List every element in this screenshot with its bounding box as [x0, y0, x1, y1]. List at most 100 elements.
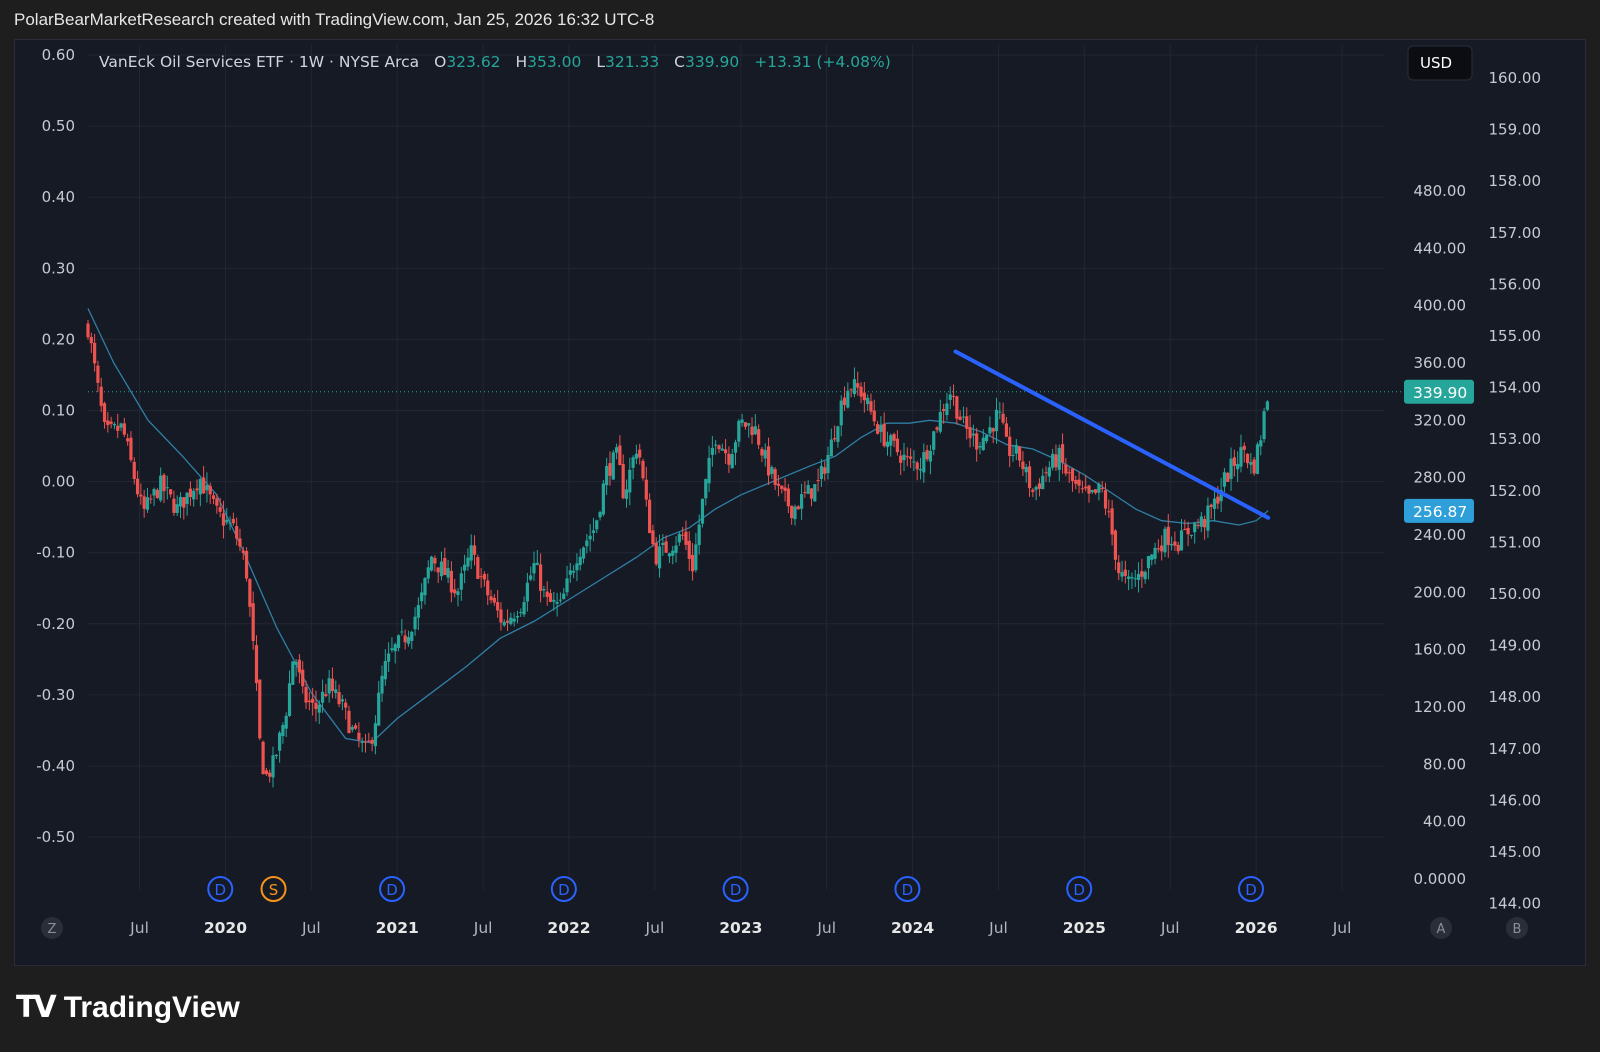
time-axis-tick: Jul	[1160, 919, 1180, 937]
candle-body	[624, 489, 629, 499]
candle-body	[912, 461, 916, 463]
candle-body	[89, 336, 93, 344]
candle-body	[813, 484, 817, 502]
svg-text:S: S	[269, 881, 279, 899]
candle-body	[439, 561, 444, 577]
dividend-event-marker[interactable]: D	[894, 876, 921, 902]
trendline-layer[interactable]	[953, 349, 1271, 520]
candle-body	[971, 433, 975, 436]
candle-body	[287, 683, 292, 716]
grid-lines	[88, 45, 1403, 890]
candle-body	[690, 554, 695, 572]
scale-button-a[interactable]: A	[1430, 917, 1452, 939]
candle-body	[1150, 554, 1154, 560]
candle-body	[621, 464, 625, 499]
candle-body	[129, 437, 133, 461]
candle-body	[915, 462, 919, 470]
price-axis-tick: 240.00	[1414, 526, 1467, 544]
legend-change: +13.31 (+4.08%)	[754, 53, 891, 71]
candle-body	[1060, 444, 1065, 463]
candle-body	[320, 691, 325, 703]
candle-body	[142, 496, 146, 509]
candle-body	[390, 648, 394, 650]
scale-button-b[interactable]: B	[1506, 917, 1528, 939]
candle-body	[509, 617, 513, 625]
candle-body	[710, 447, 714, 455]
candle-body	[1014, 444, 1018, 454]
candle-body	[664, 541, 668, 553]
dividend-event-marker[interactable]: D	[1066, 876, 1093, 902]
candle-body	[175, 504, 179, 513]
scale-button-z[interactable]: Z	[41, 917, 63, 939]
candle-body	[1054, 454, 1058, 468]
candle-body	[334, 689, 338, 693]
candle-body	[648, 499, 652, 534]
candle-body	[819, 466, 824, 479]
split-event-marker[interactable]: S	[260, 876, 287, 902]
candle-body	[909, 456, 913, 459]
time-axis-tick: 2022	[547, 919, 590, 937]
dividend-event-marker[interactable]: D	[1238, 876, 1265, 902]
candle-body	[291, 661, 295, 685]
dividend-event-marker[interactable]: D	[722, 876, 749, 902]
candle-body	[330, 678, 335, 691]
candle-body	[1067, 472, 1071, 474]
svg-text:D: D	[730, 881, 742, 899]
left-axis-tick: 0.40	[42, 188, 75, 206]
dividend-event-marker[interactable]: D	[207, 876, 234, 902]
candle-body	[1127, 576, 1131, 580]
dividend-event-marker[interactable]: D	[379, 876, 406, 902]
candle-body	[1103, 490, 1108, 509]
candle-body	[449, 570, 453, 593]
candle-body	[1199, 516, 1203, 527]
candle-body	[783, 487, 787, 491]
candle-body	[591, 530, 596, 533]
candle-body	[344, 702, 348, 708]
candlestick-series[interactable]	[86, 319, 1269, 788]
candle-body	[951, 395, 956, 397]
left-axis-tick: 0.50	[42, 117, 75, 135]
candle-body	[211, 495, 216, 499]
candle-body	[905, 456, 909, 458]
candle-body	[631, 457, 635, 468]
candle-body	[1219, 490, 1223, 502]
candle-body	[839, 400, 843, 426]
legend-low-label: L	[596, 53, 605, 71]
candle-body	[773, 469, 777, 485]
candle-body	[86, 323, 90, 338]
candle-body	[889, 435, 893, 446]
candle-body	[373, 723, 378, 747]
dividend-event-marker[interactable]: D	[550, 876, 577, 902]
candle-body	[1212, 498, 1217, 509]
candle-body	[383, 661, 387, 680]
candle-body	[945, 403, 949, 416]
time-axis-tick: Jul	[988, 919, 1008, 937]
candle-body	[1203, 519, 1207, 528]
price-axis-tick: 40.00	[1423, 813, 1466, 831]
trendline	[953, 349, 1271, 520]
candle-body	[968, 427, 972, 439]
candle-body	[988, 427, 992, 434]
candle-body	[657, 546, 662, 569]
candle-body	[446, 568, 450, 578]
chart-panel[interactable]: 0.60 0.50 0.40 0.30 0.20 0.10 0.00 -0.10 -0.20 -0…	[14, 39, 1586, 966]
candle-body	[535, 562, 539, 565]
candle-body	[205, 485, 209, 491]
candle-body	[780, 485, 784, 489]
candle-body	[826, 455, 830, 474]
chart-svg[interactable]: 0.60 0.50 0.40 0.30 0.20 0.10 0.00 -0.10 -0.20 -0…	[15, 40, 1587, 967]
candle-body	[1255, 444, 1260, 474]
price-axis-tick: 440.00	[1414, 239, 1467, 257]
candle-body	[168, 489, 173, 495]
candle-body	[628, 469, 632, 493]
candle-body	[1097, 483, 1101, 493]
candle-body	[324, 694, 328, 697]
candle-body	[991, 428, 995, 432]
candle-body	[1146, 556, 1151, 569]
candle-body	[733, 442, 738, 453]
candle-body	[704, 479, 708, 499]
candle-body	[727, 453, 731, 465]
currency-button[interactable]: USD	[1407, 45, 1473, 81]
tradingview-logo[interactable]: TV TradingView	[16, 990, 240, 1025]
